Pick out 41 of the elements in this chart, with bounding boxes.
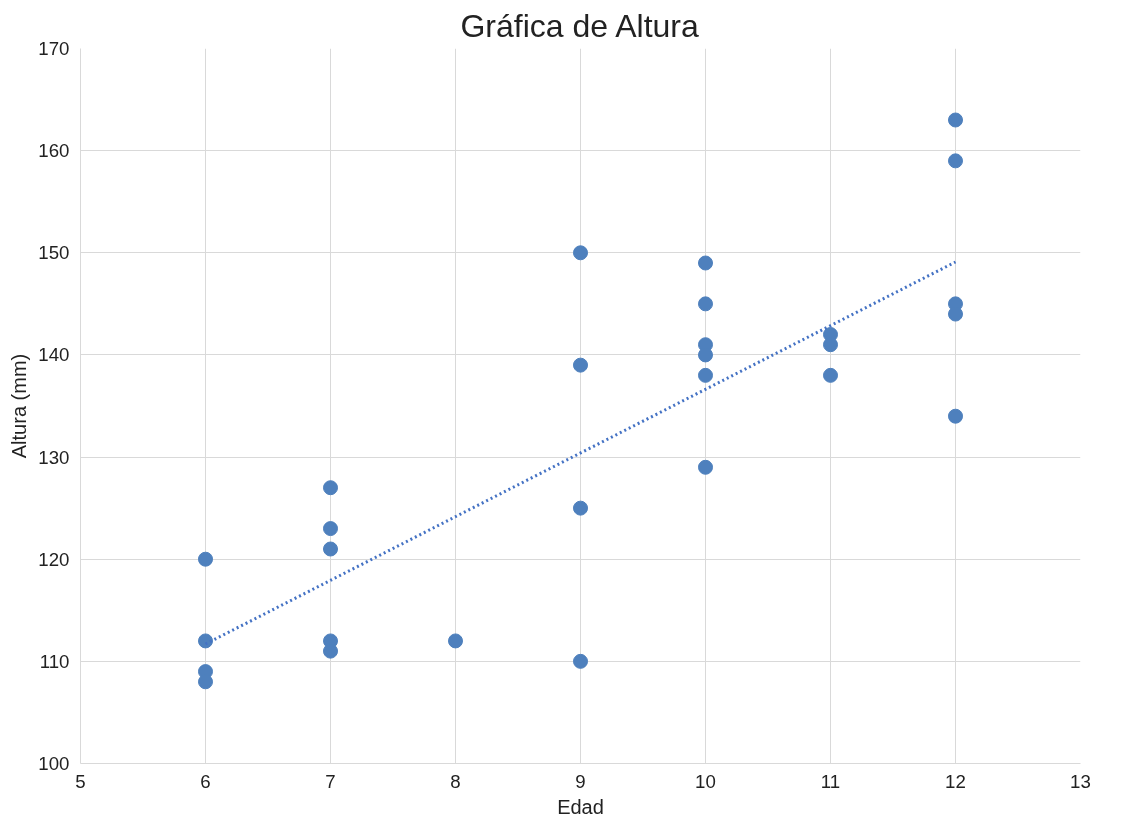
point	[698, 367, 713, 383]
point	[573, 500, 588, 516]
point	[948, 153, 963, 169]
x-tick-label: 5	[75, 770, 86, 792]
y-tick-label: 160	[38, 140, 70, 162]
x-tick-label: 6	[200, 770, 211, 792]
x-tick-label: 9	[575, 770, 586, 792]
y-tick-label: 140	[38, 344, 70, 366]
point	[198, 551, 213, 567]
point	[198, 633, 213, 649]
x-tick-label: 12	[945, 770, 966, 792]
point	[323, 521, 338, 537]
point	[823, 337, 838, 353]
point	[698, 255, 713, 271]
point	[198, 674, 213, 690]
y-tick-label: 170	[38, 38, 70, 59]
x-tick-label: 8	[450, 770, 461, 792]
point	[698, 347, 713, 363]
point	[573, 357, 588, 373]
point	[573, 653, 588, 669]
point	[948, 112, 963, 128]
point	[573, 245, 588, 261]
y-tick-label: 120	[38, 548, 70, 570]
point	[323, 541, 338, 557]
x-axis-title: Edad	[557, 795, 604, 818]
point	[698, 296, 713, 312]
y-tick-label: 110	[39, 650, 70, 672]
y-tick-label: 130	[38, 446, 70, 468]
x-tick-label: 11	[820, 770, 841, 792]
y-tick-label: 100	[38, 753, 70, 774]
x-tick-label: 13	[1070, 770, 1091, 792]
x-tick-label: 10	[695, 770, 716, 792]
y-tick-label: 150	[38, 242, 70, 264]
point	[698, 459, 713, 475]
point	[323, 480, 338, 496]
point	[948, 408, 963, 424]
chart-title: Gráfica de Altura	[460, 7, 699, 44]
x-tick-label: 7	[325, 770, 336, 792]
point	[823, 367, 838, 383]
point	[448, 633, 463, 649]
y-axis-title: Altura (mm)	[8, 353, 31, 459]
